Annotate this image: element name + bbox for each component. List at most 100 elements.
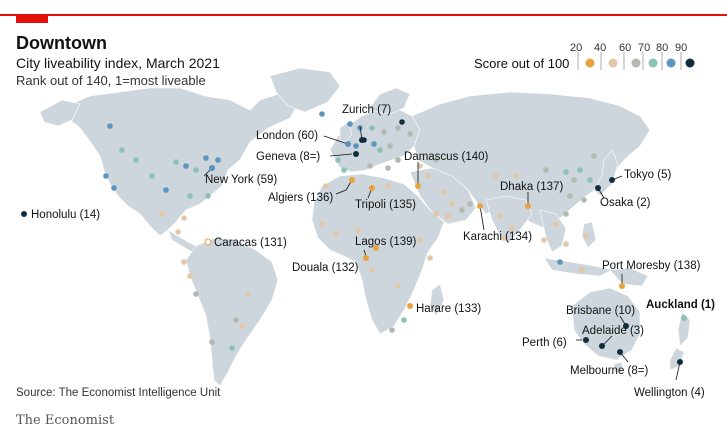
city-dot: [203, 155, 209, 161]
city-dot-auckland: [681, 315, 687, 321]
city-dot: [175, 229, 181, 235]
city-dot: [541, 237, 547, 243]
city-dot: [215, 157, 221, 163]
chart-subtitle-rank-note: Rank out of 140, 1=most liveable: [16, 73, 206, 88]
city-dot: [319, 111, 325, 117]
scandinavia-landmass: [367, 87, 411, 115]
city-dot-wellington: [677, 359, 683, 365]
new-zealand-north-landmass: [677, 311, 691, 347]
label-melbourne: Melbourne (8=): [570, 365, 648, 377]
city-dot: [347, 121, 353, 127]
city-dot-harare: [407, 303, 413, 309]
city-dot: [229, 345, 235, 351]
city-dot: [181, 215, 187, 221]
chart-subtitle: City liveability index, March 2021: [16, 55, 220, 71]
label-brisbane: Brisbane (10): [566, 305, 635, 317]
legend-tick-60: 60: [619, 42, 632, 54]
city-dot-tripoli: [369, 185, 375, 191]
leader-line-algiers: [335, 179, 353, 195]
city-dot: [583, 233, 589, 239]
city-dot-adelaide: [599, 343, 605, 349]
city-dot: [497, 213, 503, 219]
legend-label: Score out of 100: [474, 56, 570, 71]
city-dot: [445, 213, 451, 219]
chart-title: Downtown: [16, 33, 107, 53]
label-perth: Perth (6): [522, 337, 567, 349]
legend-swatches: [577, 52, 695, 70]
labeled-city-dots: [21, 137, 687, 365]
city-dot: [399, 119, 405, 125]
city-dot: [501, 235, 507, 241]
city-dot: [369, 125, 375, 131]
city-dot-douala: [363, 255, 369, 261]
legend-swatch-20: [585, 58, 595, 68]
city-dot: [369, 267, 375, 273]
city-dot: [395, 283, 401, 289]
city-dot: [493, 173, 499, 179]
label-caracas: Caracas (131): [214, 237, 287, 249]
city-dot: [187, 273, 193, 279]
legend-swatch-90: [685, 58, 695, 68]
city-dot: [187, 193, 193, 199]
legend-tick-80: 80: [656, 42, 669, 54]
city-dot: [245, 291, 251, 297]
continents: [39, 67, 691, 387]
city-dot-zurich: [359, 137, 365, 143]
city-labels: Honolulu (14) New York (59) Caracas (131…: [31, 104, 715, 399]
city-dot: [459, 207, 465, 213]
city-dot: [553, 221, 559, 227]
city-dot: [355, 227, 361, 233]
city-dots: [103, 111, 597, 351]
city-dot: [181, 259, 187, 265]
top-rule: [0, 14, 727, 16]
city-dot: [417, 163, 423, 169]
city-dot: [385, 165, 391, 171]
city-dot: [239, 323, 245, 329]
greenland-landmass: [269, 67, 341, 113]
city-dot: [371, 141, 377, 147]
city-dot: [173, 159, 179, 165]
city-dot: [509, 225, 515, 231]
city-dot: [563, 169, 569, 175]
city-dot: [467, 201, 473, 207]
city-dot-london: [345, 141, 351, 147]
city-dot: [563, 211, 569, 217]
label-zurich: Zurich (7): [342, 104, 391, 116]
label-algiers: Algiers (136): [268, 192, 333, 204]
city-dot: [387, 143, 393, 149]
label-douala: Douala (132): [292, 262, 359, 274]
leader-line-douala: [363, 249, 367, 257]
label-osaka: Osaka (2): [600, 197, 651, 209]
tasmania-landmass: [613, 361, 623, 373]
city-dot: [513, 173, 519, 179]
south-america-landmass: [185, 237, 279, 387]
label-dhaka: Dhaka (137): [500, 181, 563, 193]
city-dot: [163, 187, 169, 193]
alaska-landmass: [39, 99, 81, 127]
leader-line-new-york: [203, 169, 211, 177]
label-damascus: Damascus (140): [404, 151, 489, 163]
city-dot: [581, 197, 587, 203]
label-auckland: Auckland (1): [646, 299, 715, 311]
city-dot-karachi: [477, 203, 483, 209]
uk-landmass: [339, 121, 353, 143]
label-london: London (60): [256, 130, 318, 142]
label-tripoli: Tripoli (135): [355, 199, 416, 211]
city-dot-algiers: [349, 177, 355, 183]
label-lagos: Lagos (139): [355, 236, 417, 248]
philippines-landmass: [581, 221, 597, 249]
leader-line-london: [323, 135, 349, 145]
city-dot: [563, 241, 569, 247]
city-dot: [449, 201, 455, 207]
city-dot: [353, 143, 359, 149]
city-dot-melbourne: [617, 349, 623, 355]
se-asia-landmass: [539, 209, 567, 253]
city-dot: [377, 147, 383, 153]
city-dot: [111, 185, 117, 191]
city-dot-brisbane: [623, 323, 629, 329]
legend-tick-90: 90: [675, 42, 688, 54]
city-dot: [335, 157, 341, 163]
city-dot: [433, 157, 439, 163]
city-dot: [389, 327, 395, 333]
